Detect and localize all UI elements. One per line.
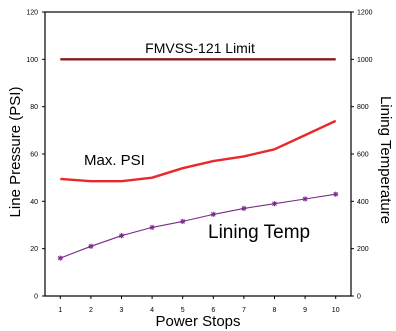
lining-temp-point xyxy=(88,243,94,249)
x-tick-label: 3 xyxy=(120,307,124,314)
lining-temp-line xyxy=(60,193,336,259)
y-axis-title: Line Pressure (PSI) xyxy=(7,87,24,218)
x-tick-label: 10 xyxy=(332,307,340,314)
y-tick-label: 0 xyxy=(34,294,38,301)
y-tick-label: 100 xyxy=(26,57,38,64)
y2-axis-title: Lining Temperature xyxy=(377,96,394,224)
x-tick-label: 1 xyxy=(58,307,62,314)
lining-temp-point xyxy=(149,224,155,230)
y2-tick-label: 200 xyxy=(357,246,369,253)
lining-temp-point xyxy=(241,205,247,212)
max-psi-annotation: Max. PSI xyxy=(84,152,145,169)
y2-tick-label: 1200 xyxy=(357,10,373,17)
y-tick-label: 60 xyxy=(30,152,38,159)
lining-temp-point xyxy=(57,255,63,261)
lining-temp-point xyxy=(118,233,125,239)
left-axis-ticks: 0 20 40 60 80 100 120 xyxy=(26,10,45,301)
x-tick-label: 5 xyxy=(181,307,185,314)
y-tick-label: 40 xyxy=(30,199,38,206)
right-axis-ticks: 0 200 400 600 800 1000 1200 xyxy=(351,10,373,301)
x-tick-label: 6 xyxy=(211,307,215,314)
x-axis-ticks: 1 2 3 4 5 6 7 8 9 10 xyxy=(58,296,340,314)
y-tick-label: 20 xyxy=(30,246,38,253)
y-tick-label: 80 xyxy=(30,104,38,111)
max-psi-line xyxy=(60,119,337,183)
limit-annotation: FMVSS-121 Limit xyxy=(145,40,255,56)
lining-temp-point xyxy=(333,191,339,197)
y2-tick-label: 1000 xyxy=(357,57,373,64)
x-tick-label: 9 xyxy=(303,307,307,314)
x-tick-label: 4 xyxy=(150,307,154,314)
lining-temp-point xyxy=(180,218,186,225)
y2-tick-label: 400 xyxy=(357,199,369,206)
y2-tick-label: 0 xyxy=(357,294,361,301)
series-layer xyxy=(57,58,339,261)
x-tick-label: 7 xyxy=(242,307,246,314)
x-tick-label: 2 xyxy=(89,307,93,314)
lining-temp-point xyxy=(271,201,278,207)
y-tick-label: 120 xyxy=(26,10,38,17)
lining-temp-point xyxy=(210,211,216,217)
lining-temp-annotation: Lining Temp xyxy=(208,222,310,243)
y2-tick-label: 600 xyxy=(357,152,369,159)
y2-tick-label: 800 xyxy=(357,104,369,111)
x-axis-title: Power Stops xyxy=(155,313,240,330)
x-tick-label: 8 xyxy=(273,307,277,314)
lining-temp-point xyxy=(302,196,308,202)
